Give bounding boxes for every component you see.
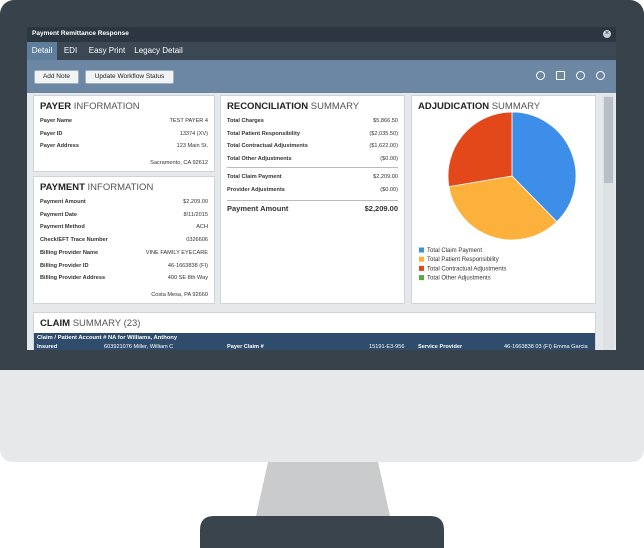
pie-slice	[448, 175, 558, 241]
field-label: Payment Amount	[40, 199, 86, 205]
field-label: Total Claim Payment	[227, 174, 282, 180]
forward-icon[interactable]	[596, 71, 605, 80]
claim-field-value: 603921076 Miller, William C	[104, 344, 174, 350]
field-value: ($0.00)	[380, 187, 398, 193]
title-bold: PAYMENT	[40, 182, 85, 193]
field-value: ($2,035.50)	[369, 130, 398, 137]
field-label: Billing Provider ID	[40, 262, 89, 269]
legend-swatch	[419, 265, 424, 271]
pie-chart: Total Claim Payment Total Patient Respons…	[419, 111, 577, 282]
title-bar	[27, 27, 616, 42]
scrollbar[interactable]	[603, 95, 614, 350]
field-label: Total Patient Responsibility	[227, 130, 300, 137]
stand-neck	[256, 462, 390, 516]
field-value: VINE FAMILY EYECARE	[145, 249, 208, 256]
claim-field-label: Service Provider	[418, 344, 463, 350]
toolbar-button[interactable]: Add Note	[34, 70, 79, 84]
field-value: Costa Mesa, PA 92660	[151, 291, 208, 298]
tab[interactable]: EDI	[63, 46, 78, 55]
field-label: Payer ID	[40, 130, 63, 137]
legend-label: Total Contractual Adjustments	[427, 266, 506, 272]
field-label: Total Contractual Adjustments	[227, 143, 308, 149]
legend-swatch	[419, 256, 424, 262]
tab[interactable]: Easy Print	[88, 46, 126, 55]
download-icon[interactable]	[536, 71, 545, 80]
claims-panel: CLAIM SUMMARY (23) Claim / Patient Accoun…	[33, 312, 596, 350]
close-button[interactable]: ×	[603, 30, 611, 38]
field-value: 46-1663838 (FI)	[167, 262, 208, 269]
title-light: SUMMARY	[491, 101, 541, 112]
field-value: $5,866.50	[373, 118, 398, 124]
title-bold: ADJUDICATION	[418, 101, 490, 112]
pie-slice	[511, 111, 577, 223]
toolbar-button[interactable]: Update Workflow Status	[85, 70, 174, 84]
legend-swatch	[419, 247, 424, 253]
field-value: ($0.00)	[380, 155, 398, 162]
legend-label: Total Other Adjustments	[427, 276, 491, 282]
panel-title: RECONCILIATION SUMMARY	[227, 101, 359, 112]
legend-label: Total Patient Responsibility	[427, 257, 499, 263]
field-value: 123 Main St.	[176, 143, 208, 149]
stand-base	[200, 516, 444, 548]
title-bold: CLAIM	[40, 318, 71, 329]
claim-title: Claim / Patient Account # NA for William…	[37, 335, 178, 341]
field-label: Payer Name	[40, 118, 73, 124]
claim-field-label: Insured	[37, 344, 58, 350]
field-label: Provider Adjustments	[227, 187, 285, 193]
field-label: Payer Address	[40, 143, 79, 149]
field-label: Total Charges	[227, 118, 264, 124]
legend-label: Total Claim Payment	[427, 248, 482, 254]
chin	[0, 370, 644, 462]
field-value: $2,209.00	[183, 199, 208, 205]
field-value: 13374 (XV)	[179, 130, 208, 137]
field-label: Billing Provider Name	[40, 249, 99, 256]
field-label: Billing Provider Address	[40, 275, 106, 282]
field-value: 0326606	[186, 237, 208, 244]
title-light: INFORMATION	[87, 182, 154, 193]
field-value: 8/11/2015	[183, 211, 208, 218]
field-value: TEST PAYER 4	[169, 118, 208, 124]
legend-swatch	[419, 275, 424, 281]
field-value: ($1,622.00)	[369, 143, 398, 149]
field-value: 400 SE 8th Way	[167, 275, 208, 282]
field-value: Sacramento, CA 92612	[150, 159, 208, 166]
tab-bar	[27, 42, 616, 60]
separator	[227, 200, 398, 201]
title-light: SUMMARY (23)	[72, 318, 141, 329]
print-icon[interactable]	[556, 71, 565, 80]
field-label: Check/EFT Trace Number	[40, 237, 108, 244]
separator	[227, 167, 398, 168]
title-bold: RECONCILIATION	[227, 101, 309, 112]
payment-amount-label: Payment Amount	[227, 204, 289, 213]
title-light: SUMMARY	[310, 101, 360, 112]
field-label: Total Other Adjustments	[227, 155, 292, 162]
claim-field-label: Payer Claim #	[227, 344, 264, 350]
window-title: Payment Remittance Response	[32, 30, 129, 37]
claim-header	[34, 333, 595, 350]
field-value: ACH	[196, 224, 208, 231]
scroll-thumb[interactable]	[604, 97, 613, 183]
title-bold: PAYER	[40, 101, 72, 112]
adjudication-panel: Total Claim Payment Total Patient Respons…	[411, 95, 596, 304]
panel-title: PAYER INFORMATION	[40, 101, 140, 112]
tab[interactable]: Detail	[27, 42, 57, 60]
screen: Payment Remittance Response × PAYER INFO…	[27, 27, 616, 350]
payment-panel: PAYMENT INFORMATION Payment Amount $2,209.…	[33, 176, 215, 304]
field-label: Payment Date	[40, 211, 77, 218]
panel-title: PAYMENT INFORMATION	[40, 182, 153, 193]
reconciliation-panel: RECONCILIATION SUMMARY Total Charges $5,86…	[220, 95, 405, 304]
tab[interactable]: Legacy Detail	[134, 46, 183, 55]
pie-slice	[447, 111, 513, 188]
title-light: INFORMATION	[73, 101, 140, 112]
claim-field-value: 46-1663838 03 (FI) Emma Garcia	[504, 344, 588, 350]
panel-title: ADJUDICATION SUMMARY	[418, 101, 540, 112]
field-value: $2,209.00	[373, 174, 398, 180]
field-label: Payment Method	[40, 224, 85, 231]
payment-amount-value: $2,209.00	[364, 204, 398, 213]
panel-title: CLAIM SUMMARY (23)	[40, 318, 140, 329]
back-icon[interactable]	[576, 71, 585, 80]
claim-field-value: 15191-E3-956	[369, 344, 405, 350]
